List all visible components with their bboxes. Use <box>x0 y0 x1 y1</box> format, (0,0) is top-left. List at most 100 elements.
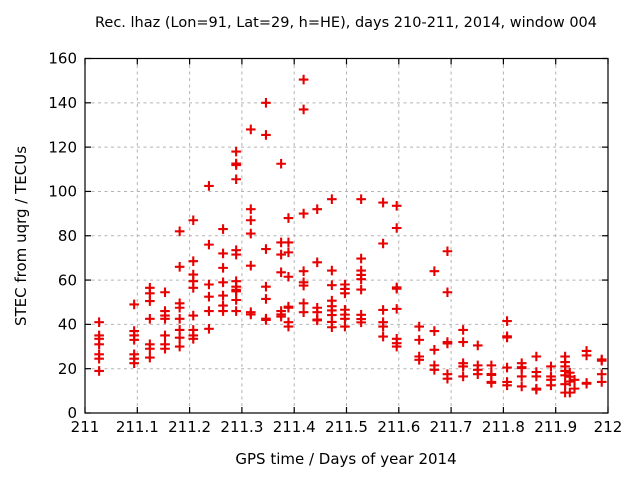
data-point <box>442 287 453 298</box>
x-tick-label: 212 <box>594 418 623 436</box>
data-point <box>356 284 366 295</box>
data-point <box>160 287 170 298</box>
data-point <box>356 253 366 264</box>
tick-labels: 211 211.1 211.2 211.3 211.4 211.5 211.6 211.7 21… <box>48 50 622 436</box>
data-point <box>531 371 542 382</box>
data-point <box>174 332 185 343</box>
x-axis-label: GPS time / Days of year 2014 <box>235 450 456 468</box>
data-point <box>312 204 323 214</box>
data-point <box>204 291 214 302</box>
data-point <box>261 98 271 108</box>
data-point <box>188 256 199 267</box>
data-point <box>261 294 271 304</box>
data-point <box>245 204 256 214</box>
y-tick-label: 160 <box>48 50 77 68</box>
data-point <box>356 274 366 284</box>
data-point <box>516 371 527 382</box>
data-point <box>391 201 402 211</box>
data-point <box>261 281 271 292</box>
data-point <box>145 296 155 306</box>
data-point <box>502 332 512 343</box>
y-tick-label: 80 <box>58 227 77 245</box>
data-point <box>298 208 309 219</box>
data-point <box>174 302 185 313</box>
data-point <box>276 249 286 260</box>
data-point <box>94 317 104 327</box>
data-point <box>245 215 256 226</box>
data-point <box>546 380 556 391</box>
data-point <box>581 378 592 389</box>
x-tick-label: 211.6 <box>377 418 420 436</box>
x-tick-label: 211.1 <box>116 418 159 436</box>
data-point <box>204 181 214 191</box>
data-point <box>218 224 228 234</box>
data-point <box>458 325 468 335</box>
x-tick-label: 211.3 <box>220 418 263 436</box>
data-point <box>298 280 309 291</box>
data-point <box>94 366 104 376</box>
x-tick-label: 211.9 <box>534 418 577 436</box>
data-point <box>160 330 170 341</box>
y-tick-label: 0 <box>67 404 77 422</box>
data-point <box>340 288 350 299</box>
data-point <box>596 355 607 366</box>
data-point <box>283 271 294 282</box>
data-point <box>298 307 309 317</box>
x-tick-label: 211.7 <box>430 418 473 436</box>
data-point <box>261 315 271 325</box>
data-point <box>204 239 214 250</box>
data-point <box>188 310 199 321</box>
data-point <box>204 279 214 290</box>
axes-frame <box>84 57 609 414</box>
data-point <box>174 226 185 237</box>
data-point <box>276 158 286 169</box>
data-point <box>442 246 453 257</box>
chart-title: Rec. lhaz (Lon=91, Lat=29, h=HE), days 2… <box>95 15 597 31</box>
data-point <box>204 324 214 334</box>
y-tick-label: 100 <box>48 183 77 201</box>
y-tick-label: 40 <box>58 316 77 334</box>
data-point <box>283 321 294 332</box>
data-point <box>231 146 241 157</box>
data-point <box>391 283 402 294</box>
data-point <box>218 248 228 259</box>
data-point <box>458 361 468 372</box>
data-point <box>414 335 424 345</box>
data-point <box>218 263 228 273</box>
data-point <box>569 383 580 394</box>
data-point <box>145 314 155 324</box>
data-point <box>391 304 402 314</box>
data-point <box>486 360 497 371</box>
data-point <box>531 351 542 362</box>
data-point <box>283 237 294 248</box>
data-point <box>429 345 440 355</box>
data-point <box>569 374 580 385</box>
data-point <box>391 223 402 233</box>
data-point <box>94 353 104 364</box>
data-point <box>174 261 185 272</box>
data-point <box>312 315 323 326</box>
data-point <box>188 333 199 344</box>
data-point <box>94 339 104 350</box>
data-point <box>356 317 366 328</box>
data-point <box>378 321 388 332</box>
data-point <box>502 362 512 373</box>
data-point <box>442 373 453 384</box>
data-point <box>283 213 294 223</box>
data-point <box>502 380 512 391</box>
data-point <box>486 378 497 388</box>
data-point <box>414 355 424 365</box>
data-point <box>565 376 575 387</box>
data-point <box>581 350 592 361</box>
data-point <box>429 266 440 276</box>
x-tick-label: 211.8 <box>482 418 525 436</box>
data-point <box>596 377 607 387</box>
y-tick-label: 60 <box>58 271 77 289</box>
data-point <box>546 361 556 372</box>
data-point <box>283 247 294 258</box>
data-point <box>245 228 256 239</box>
data-point <box>188 215 199 226</box>
data-point <box>429 364 440 375</box>
data-point <box>283 302 294 313</box>
